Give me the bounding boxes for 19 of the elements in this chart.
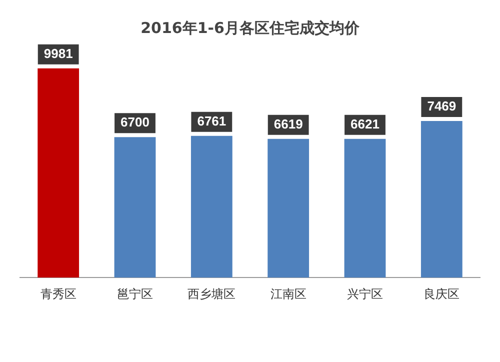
bar <box>190 136 232 278</box>
chart-title: 2016年1-6月各区住宅成交均价 <box>140 18 360 37</box>
x-tick-label: 兴宁区 <box>347 286 383 301</box>
data-label: 6761 <box>197 113 226 128</box>
bar <box>38 68 80 278</box>
x-tick-label: 邕宁区 <box>117 286 153 301</box>
x-tick-label: 青秀区 <box>40 286 76 301</box>
bar <box>268 138 310 278</box>
bar <box>344 138 386 278</box>
data-label: 9981 <box>44 46 73 61</box>
bar <box>114 137 156 278</box>
data-label: 6700 <box>120 114 150 130</box>
data-label: 6619 <box>274 116 303 132</box>
x-tick-label: 江南区 <box>270 286 306 301</box>
bar <box>420 121 462 278</box>
data-label: 6621 <box>350 116 380 132</box>
data-label: 7469 <box>427 98 456 114</box>
x-tick-label: 西乡塘区 <box>188 286 236 301</box>
x-tick-label: 良庆区 <box>424 286 460 301</box>
